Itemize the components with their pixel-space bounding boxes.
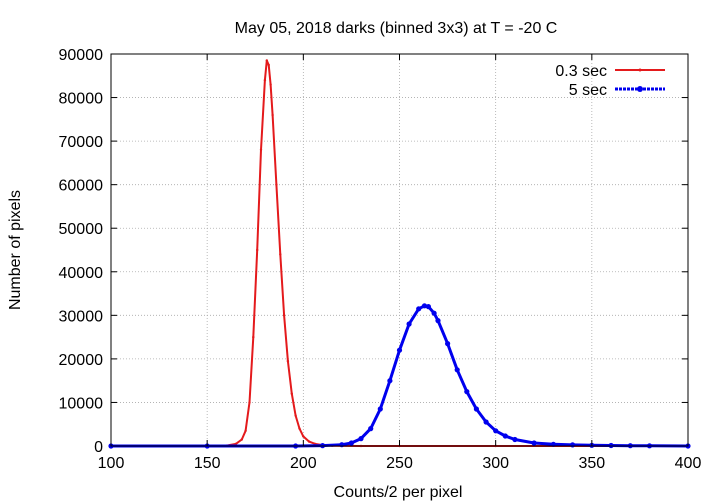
series-0-point	[234, 442, 238, 445]
y-tick-label: 40000	[59, 265, 104, 282]
series-1-point	[377, 406, 383, 412]
series-1-point	[348, 440, 354, 446]
series-0-point	[269, 83, 272, 86]
series-0-point	[259, 148, 263, 151]
series-1-point	[531, 440, 537, 446]
series-0-point	[302, 435, 305, 438]
series-1-point	[368, 426, 374, 432]
series-0-point	[298, 427, 301, 430]
series-1-point	[502, 433, 508, 439]
series-0-point	[286, 359, 290, 363]
y-tick-label: 80000	[59, 91, 104, 108]
series-1-point	[339, 442, 345, 448]
y-tick-label: 60000	[59, 178, 104, 195]
x-tick-label: 350	[578, 455, 605, 472]
series-1-point	[396, 347, 403, 353]
series-0-point	[307, 440, 311, 443]
series-0-point	[240, 438, 243, 441]
series-0-point	[282, 314, 286, 317]
x-axis-label: Counts/2 per pixel	[334, 484, 463, 501]
legend-label-0: 0.3 sec	[555, 63, 607, 80]
y-tick-label: 50000	[59, 221, 104, 238]
legend-sample-0	[615, 68, 665, 72]
legend-marker-1	[637, 86, 643, 92]
series-0-point	[267, 63, 270, 67]
y-tick-label: 20000	[59, 352, 104, 369]
y-axis-label: Number of pixels	[7, 190, 24, 310]
series-1-point	[454, 367, 460, 373]
series-0-point	[275, 183, 278, 186]
series-0-point	[279, 253, 282, 256]
x-tick-label: 300	[482, 455, 509, 472]
x-tick-label: 400	[675, 455, 702, 472]
y-tick-label: 30000	[59, 308, 104, 325]
series-1-point	[358, 436, 364, 442]
legend-label-1: 5 sec	[569, 82, 607, 99]
legend-sample-1	[615, 86, 665, 92]
series-1-point	[483, 419, 489, 425]
series-0-point	[244, 429, 247, 432]
legend-marker-0	[638, 68, 642, 72]
series-1-point	[416, 306, 422, 312]
series-1-point	[421, 303, 428, 309]
series-0-point	[271, 113, 274, 117]
series-1-point	[435, 318, 441, 324]
y-tick-label: 90000	[59, 47, 104, 64]
series-line-0	[111, 59, 688, 447]
series-1-point	[406, 321, 412, 327]
y-tick-label: 70000	[59, 134, 104, 151]
series-1-point	[431, 310, 437, 316]
chart-title: May 05, 2018 darks (binned 3x3) at T = -…	[235, 20, 558, 37]
series-0-point	[256, 248, 259, 252]
y-tick-label: 0	[94, 439, 103, 456]
series-0-point	[252, 335, 255, 339]
x-tick-label: 250	[386, 455, 413, 472]
axis-ticks: 100 150 200 250 300 350 400 0 10000 20000 30000 400…	[59, 47, 702, 472]
series-1-point	[473, 406, 479, 412]
x-tick-label: 100	[98, 455, 125, 472]
series-1-point	[493, 428, 499, 434]
x-tick-label: 150	[194, 455, 221, 472]
series-1-point	[425, 304, 431, 310]
series-0-point	[248, 401, 251, 404]
x-tick-label: 200	[290, 455, 317, 472]
series-1-point	[387, 378, 393, 384]
series-0-point	[290, 392, 293, 395]
y-tick-label: 10000	[59, 395, 104, 412]
series-0-point	[265, 59, 268, 62]
legend: 0.3 sec 5 sec	[555, 63, 665, 99]
series-1-point	[445, 341, 451, 347]
series-0-point	[294, 414, 297, 417]
grid-lines	[111, 54, 688, 446]
series-1-point	[512, 436, 518, 443]
series-1-point	[464, 389, 470, 395]
series-0-point	[263, 78, 267, 82]
series-1-point	[570, 442, 576, 448]
